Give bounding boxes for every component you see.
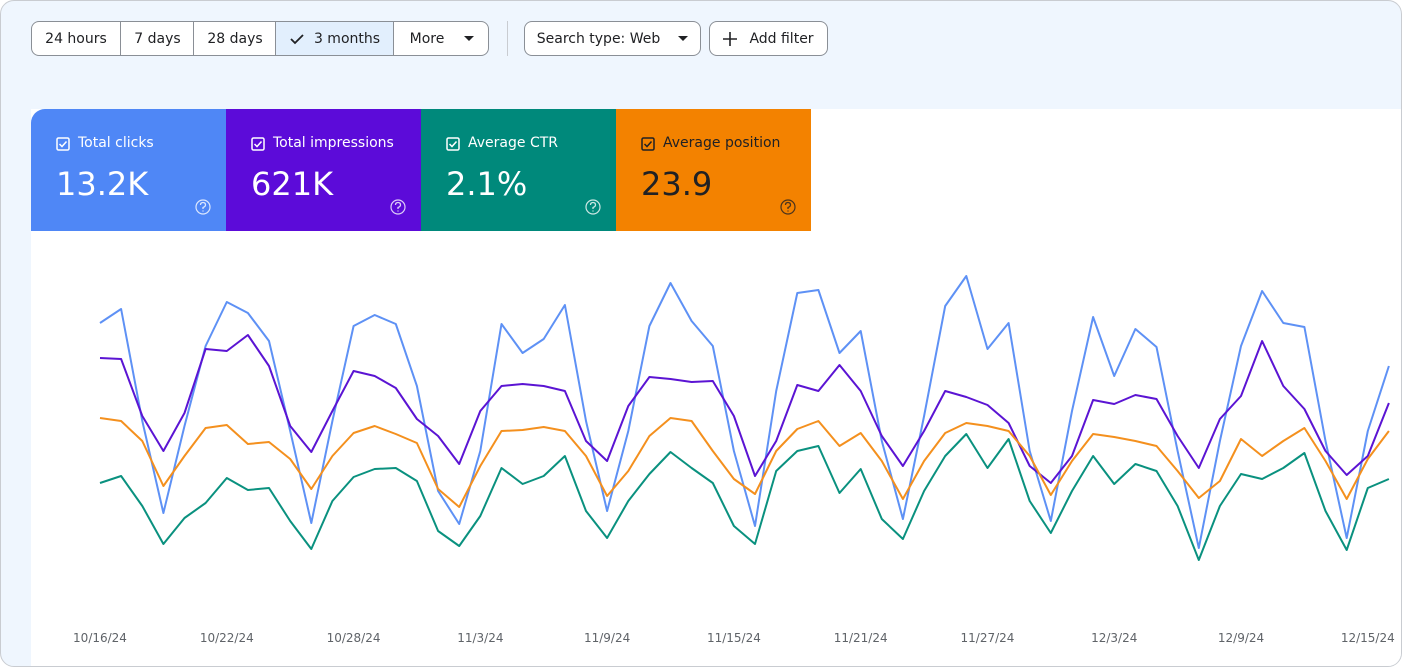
x-tick-label: 10/16/24 — [73, 631, 127, 645]
series-line — [99, 433, 1390, 561]
x-tick-label: 11/21/24 — [834, 631, 888, 645]
checkbox — [56, 137, 70, 151]
range-button-selected[interactable]: 3 months — [275, 22, 394, 55]
x-tick-label: 11/27/24 — [961, 631, 1015, 645]
help-icon — [195, 199, 211, 215]
checkmark — [448, 140, 458, 148]
checkmark — [58, 140, 68, 148]
metric-card[interactable]: Total clicks 13.2K — [31, 109, 226, 231]
x-tick-label: 11/3/24 — [457, 631, 503, 645]
x-tick-label: 10/28/24 — [327, 631, 381, 645]
metric-value: 2.1% — [446, 165, 528, 203]
check-icon — [290, 33, 304, 44]
plus-icon — [723, 31, 738, 46]
add-filter-button[interactable]: Add filter — [709, 21, 828, 56]
card-icons — [641, 137, 796, 215]
search-type-button[interactable]: Search type: Web — [524, 21, 701, 56]
range-label: 3 months — [313, 30, 381, 47]
dropdown-icon — [678, 35, 689, 41]
help-icon — [780, 199, 796, 215]
help-mark — [199, 201, 207, 212]
help-icon — [390, 199, 406, 215]
search-type-label: Search type: Web — [536, 30, 661, 47]
checkmark — [643, 140, 653, 148]
metric-value: 621K — [251, 165, 334, 203]
checkmark — [253, 140, 263, 148]
checkbox — [641, 137, 655, 151]
series-line — [99, 334, 1390, 484]
x-tick-label: 12/9/24 — [1218, 631, 1264, 645]
x-tick-label: 12/3/24 — [1091, 631, 1137, 645]
metric-value: 13.2K — [56, 165, 149, 203]
series-line — [99, 417, 1390, 508]
range-button[interactable]: 24 hours — [45, 30, 107, 47]
range-group: 24 hours 7 days 28 days 3 months More — [31, 21, 489, 56]
card-icons — [446, 137, 601, 215]
range-button[interactable]: 7 days — [120, 22, 194, 55]
more-button[interactable]: More — [393, 22, 488, 55]
checkbox — [251, 137, 265, 151]
help-mark — [394, 201, 402, 212]
metric-card[interactable]: Average CTR 2.1% — [421, 109, 616, 231]
add-filter-label: Add filter — [749, 30, 814, 47]
help-icon — [585, 199, 601, 215]
checkbox — [446, 137, 460, 151]
metric-value: 23.9 — [641, 165, 713, 203]
help-mark — [784, 201, 792, 212]
x-tick-label: 12/15/24 — [1341, 631, 1395, 645]
metric-label: Total clicks — [78, 135, 154, 151]
card-icons — [56, 137, 211, 215]
metric-label: Average CTR — [468, 135, 558, 151]
metric-card[interactable]: Total impressions 621K — [226, 109, 421, 231]
x-tick-label: 11/15/24 — [707, 631, 761, 645]
range-button[interactable]: 28 days — [193, 22, 276, 55]
divider — [507, 21, 508, 56]
help-mark — [589, 201, 597, 212]
metric-label: Average position — [663, 135, 781, 151]
x-tick-label: 11/9/24 — [584, 631, 630, 645]
series-line — [99, 275, 1390, 549]
plot-area — [99, 275, 1390, 561]
dropdown-icon — [464, 35, 475, 41]
metric-label: Total impressions — [273, 135, 394, 151]
more-label: More — [409, 30, 445, 47]
metric-card[interactable]: Average position 23.9 — [616, 109, 811, 231]
x-tick-label: 10/22/24 — [200, 631, 254, 645]
card-icons — [251, 137, 406, 215]
